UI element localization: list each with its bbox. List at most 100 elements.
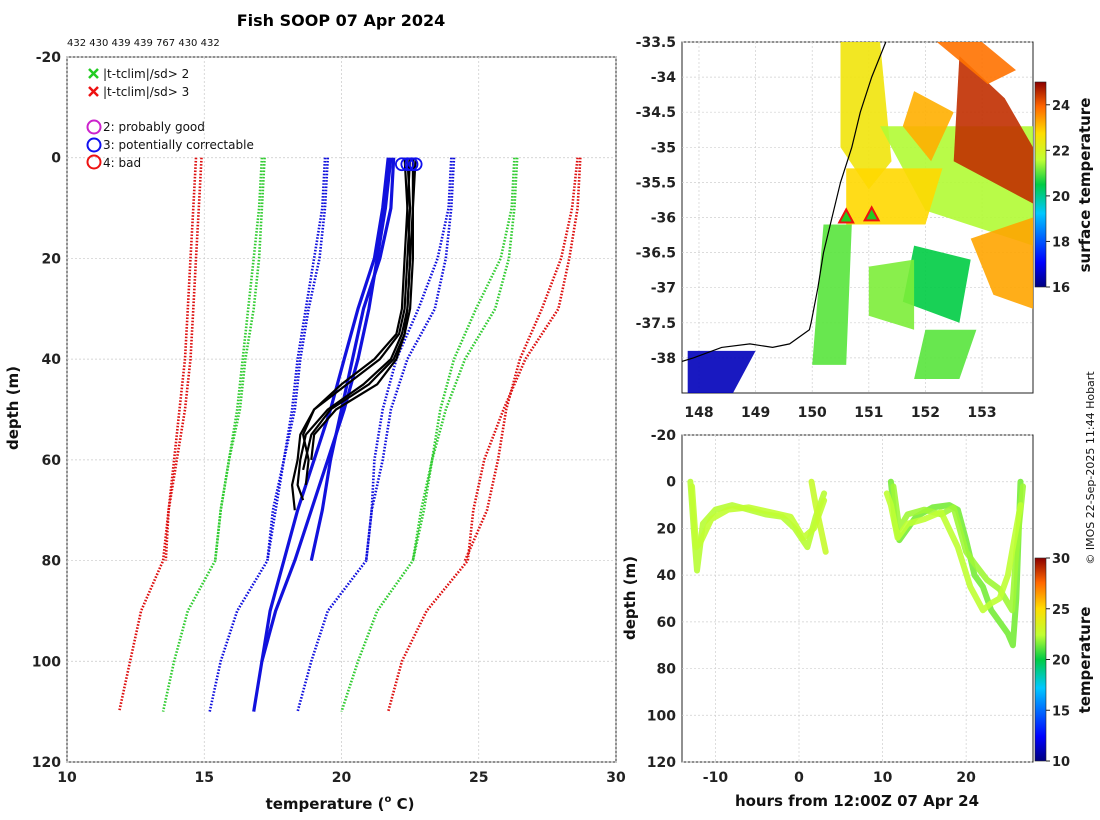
flagged-profile-line: [309, 157, 396, 561]
sst-patches: [687, 42, 1033, 393]
timeseries-panel: -10 0 10 20 -20 0 20 40 60 80 100 120 hours from 1…: [621, 428, 1094, 810]
timeseries-colorbar-tick-label: 10: [1052, 755, 1070, 770]
x-axis-label-text: temperature (: [266, 795, 385, 813]
station-markers: [837, 205, 881, 224]
y-tick-label: 100: [32, 654, 61, 670]
map-panel: 148 149 150 151 152 153 -33.5 -34 -34.5 -35 -35.5…: [636, 35, 1094, 421]
timeseries-x-tick-label: 20: [956, 770, 976, 786]
profile-legend: |t-tclim|/sd> 2 |t-tclim|/sd> 3 2: proba…: [86, 67, 254, 170]
timeseries-colorbar-tick-label: 25: [1052, 603, 1070, 618]
track-line: [689, 483, 828, 551]
climatology-line: [386, 157, 582, 712]
timeseries-colorbar-tick-label: 15: [1052, 704, 1070, 719]
map-colorbar-tick-label: 20: [1052, 190, 1070, 205]
surface-flag-circle: [408, 157, 423, 172]
station-triangle: [862, 205, 881, 222]
legend-label-bad: 4: bad: [103, 156, 141, 170]
timeseries-colorbar: [1034, 557, 1047, 762]
surface-flag-circle: [400, 157, 415, 172]
timeseries-colorbar-ticks: 10 15 20 25 30: [1046, 552, 1070, 770]
y-tick-label: 20: [42, 251, 62, 267]
climatology-line: [161, 157, 266, 712]
map-y-tick-label: -35.5: [636, 175, 676, 191]
climatology-line: [364, 157, 453, 561]
sst-patch: [840, 42, 892, 190]
legend-item-correctable: 3: potentially correctable: [86, 137, 254, 153]
map-y-tick-label: -37: [651, 281, 676, 297]
sst-patch: [914, 329, 977, 379]
map-colorbar-tick-label: 18: [1052, 235, 1070, 250]
profile-panel: Fish SOOP 07 Apr 2024 432 430 439 439 76…: [4, 11, 626, 813]
map-colorbar: [1034, 81, 1047, 288]
map-x-tick-label: 152: [911, 405, 940, 421]
good-profile-line: [291, 157, 412, 511]
track-line: [808, 478, 829, 555]
climatology-lines: [117, 157, 582, 713]
sst-patch: [936, 42, 1016, 85]
sst-patch: [902, 245, 971, 323]
climatology-line: [411, 157, 516, 561]
climatology-line: [117, 157, 203, 712]
sst-patch: [953, 56, 1033, 204]
legend-label-correctable: 3: potentially correctable: [103, 138, 254, 152]
magenta-circle-icon: [86, 119, 102, 135]
timeseries-y-axis-label: depth (m): [621, 556, 639, 640]
timeseries-y-tick-label: 40: [657, 568, 677, 584]
map-colorbar-tick-label: 16: [1052, 281, 1070, 296]
y-tick-label: 60: [42, 453, 62, 469]
x-axis-label-unit: C): [391, 795, 414, 813]
timeseries-x-axis-label: hours from 12:00Z 07 Apr 24: [735, 792, 979, 810]
coastline: [682, 42, 887, 362]
legend-item-sd3: |t-tclim|/sd> 3: [88, 85, 189, 99]
legend-label-sd3: |t-tclim|/sd> 3: [103, 85, 189, 99]
track-line: [883, 490, 1024, 614]
map-y-tick-label: -35: [651, 140, 676, 156]
map-colorbar-label: surface temperature: [1076, 98, 1094, 273]
surface-flag-circle: [394, 157, 409, 172]
x-tick-label: 15: [195, 770, 214, 786]
map-x-tick-label: 148: [684, 405, 713, 421]
timeseries-y-tick-label: 60: [657, 615, 677, 631]
profile-y-axis-label: depth (m): [4, 366, 22, 450]
x-tick-label: 30: [606, 770, 626, 786]
map-x-tick-label: 150: [798, 405, 827, 421]
timeseries-y-tick-label: 120: [647, 755, 676, 771]
timeseries-colorbar-tick-label: 20: [1052, 654, 1070, 669]
timeseries-tracks: [687, 478, 1026, 649]
red-cross-icon: [88, 86, 99, 97]
climatology-line: [296, 157, 456, 712]
climatology-line: [340, 157, 519, 713]
x-tick-label: 25: [469, 770, 488, 786]
map-colorbar-ticks: 16 18 20 22 24: [1046, 99, 1070, 296]
legend-item-bad: 4: bad: [86, 154, 141, 170]
coastline-line: [682, 42, 887, 362]
timeseries-x-tick-label: -10: [703, 770, 729, 786]
map-x-ticks: 148 149 150 151 152 153: [684, 405, 996, 421]
sst-patch: [970, 217, 1033, 309]
red-circle-icon: [86, 154, 102, 170]
map-y-tick-label: -34.5: [636, 105, 676, 121]
profile-title: Fish SOOP 07 Apr 2024: [237, 11, 446, 30]
map-x-tick-label: 151: [854, 405, 883, 421]
y-tick-label: 40: [42, 352, 62, 368]
profile-x-axis-label: temperature (o C): [266, 794, 415, 813]
good-profiles: [291, 157, 417, 511]
sst-patch: [902, 91, 954, 162]
timeseries-y-tick-label: 100: [647, 708, 676, 724]
sst-patch: [868, 259, 915, 330]
blue-circle-icon: [86, 137, 102, 153]
x-tick-label: 20: [332, 770, 352, 786]
green-cross-icon: [88, 68, 99, 79]
climatology-line: [463, 157, 579, 562]
timeseries-colorbar-label: temperature: [1076, 607, 1094, 714]
climatology-line: [164, 157, 198, 561]
map-y-ticks: -33.5 -34 -34.5 -35 -35.5 -36 -36.5 -37 -37.5 -38: [636, 35, 677, 367]
map-x-tick-label: 153: [967, 405, 996, 421]
map-colorbar-tick-label: 24: [1052, 99, 1070, 114]
station-triangle: [837, 207, 855, 224]
map-y-tick-label: -36: [651, 211, 676, 227]
track-line: [890, 483, 1026, 614]
map-x-tick-label: 149: [741, 405, 770, 421]
y-tick-label: 120: [32, 755, 61, 771]
